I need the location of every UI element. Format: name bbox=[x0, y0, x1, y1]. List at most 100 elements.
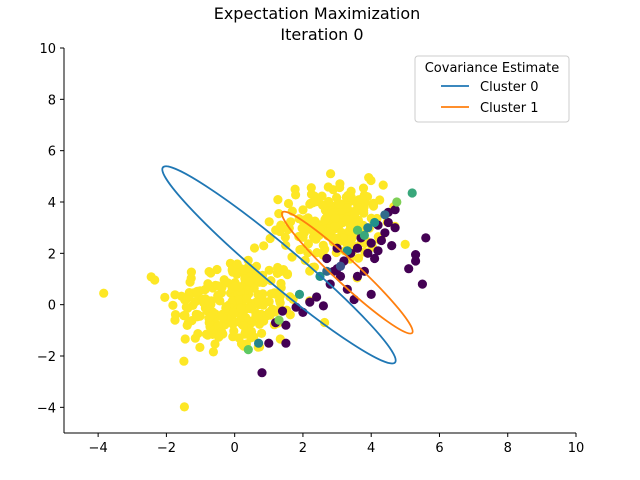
data-point-transition bbox=[392, 197, 402, 207]
data-point-transition bbox=[363, 223, 373, 233]
data-point-yellow bbox=[342, 203, 352, 213]
data-point-purple bbox=[417, 279, 427, 289]
data-point-yellow bbox=[320, 317, 330, 328]
legend-title: Covariance Estimate bbox=[425, 61, 560, 76]
data-point-yellow bbox=[179, 356, 189, 366]
data-point-yellow bbox=[218, 313, 228, 323]
data-point-yellow bbox=[245, 304, 255, 314]
data-point-yellow bbox=[291, 190, 301, 200]
data-point-yellow bbox=[318, 240, 328, 250]
data-point-purple bbox=[380, 228, 390, 238]
data-point-transition bbox=[352, 225, 363, 235]
data-point-yellow bbox=[335, 199, 345, 209]
y-tick-label: 4 bbox=[48, 196, 56, 211]
data-point-yellow bbox=[282, 270, 292, 280]
data-point-yellow bbox=[366, 175, 376, 186]
data-point-yellow bbox=[326, 169, 336, 179]
data-point-yellow bbox=[341, 215, 352, 225]
data-point-yellow bbox=[213, 281, 223, 291]
x-tick-label: 8 bbox=[504, 441, 512, 456]
data-point-purple bbox=[411, 250, 421, 260]
data-point-transition bbox=[380, 210, 390, 220]
data-point-yellow bbox=[311, 195, 321, 205]
data-point-yellow bbox=[280, 232, 290, 242]
data-point-yellow bbox=[346, 192, 356, 202]
y-tick-label: −4 bbox=[37, 401, 56, 416]
data-point-yellow bbox=[276, 222, 286, 232]
data-point-yellow bbox=[258, 277, 268, 288]
data-point-yellow bbox=[294, 231, 304, 242]
covariance-ellipse-cluster-0 bbox=[161, 165, 397, 365]
x-tick-label: 0 bbox=[231, 441, 239, 456]
data-point-yellow bbox=[185, 277, 195, 287]
data-point-yellow bbox=[205, 312, 215, 322]
data-point-yellow bbox=[274, 209, 284, 219]
data-point-purple bbox=[264, 338, 274, 348]
data-point-transition bbox=[407, 188, 417, 198]
y-tick-label: −2 bbox=[37, 350, 56, 365]
data-point-yellow bbox=[238, 321, 248, 331]
data-point-yellow bbox=[264, 217, 274, 227]
data-point-yellow bbox=[208, 347, 218, 357]
data-point-purple bbox=[352, 243, 363, 253]
data-point-yellow bbox=[335, 182, 345, 193]
data-point-yellow bbox=[249, 243, 260, 253]
data-point-purple bbox=[370, 253, 380, 264]
data-point-purple bbox=[312, 292, 322, 302]
chart-subtitle: Iteration 0 bbox=[280, 25, 363, 44]
data-point-yellow bbox=[305, 266, 315, 276]
data-point-purple bbox=[352, 271, 363, 281]
data-point-yellow bbox=[232, 259, 242, 269]
data-point-yellow bbox=[249, 332, 259, 342]
data-point-yellow bbox=[227, 265, 237, 275]
data-point-yellow bbox=[266, 289, 276, 299]
data-point-yellow bbox=[330, 213, 340, 223]
data-point-yellow bbox=[378, 180, 388, 190]
data-point-transition bbox=[294, 289, 305, 299]
y-tick-label: 2 bbox=[48, 247, 56, 262]
y-tick-label: 0 bbox=[48, 299, 56, 314]
data-point-transition bbox=[243, 345, 253, 355]
data-point-yellow bbox=[244, 277, 254, 287]
data-point-purple bbox=[390, 223, 400, 233]
y-tick-label: 6 bbox=[48, 145, 56, 160]
data-point-yellow bbox=[353, 253, 364, 263]
data-point-purple bbox=[376, 235, 386, 246]
data-point-purple bbox=[383, 217, 393, 228]
data-point-yellow bbox=[347, 234, 357, 244]
data-point-yellow bbox=[180, 334, 190, 344]
data-point-transition bbox=[254, 338, 264, 348]
data-point-purple bbox=[349, 294, 359, 305]
data-point-yellow bbox=[296, 244, 306, 255]
data-point-yellow bbox=[179, 402, 189, 412]
x-tick-label: −2 bbox=[157, 441, 176, 456]
data-point-yellow bbox=[303, 248, 313, 258]
data-point-purple bbox=[281, 338, 291, 348]
data-point-yellow bbox=[400, 239, 410, 249]
data-point-yellow bbox=[273, 195, 283, 205]
data-point-yellow bbox=[283, 198, 294, 209]
data-point-yellow bbox=[303, 239, 313, 249]
data-point-purple bbox=[366, 289, 376, 299]
data-point-yellow bbox=[300, 255, 310, 265]
data-point-purple bbox=[421, 233, 431, 243]
legend-label-cluster-0: Cluster 0 bbox=[480, 80, 539, 95]
data-point-purple bbox=[277, 306, 288, 316]
data-point-yellow bbox=[193, 329, 203, 339]
data-point-yellow bbox=[243, 255, 253, 265]
data-point-yellow bbox=[186, 267, 196, 277]
data-point-yellow bbox=[307, 225, 317, 235]
data-point-transition bbox=[359, 230, 369, 240]
y-ticks: −4 −2 0 2 4 6 8 10 bbox=[37, 42, 64, 416]
data-point-yellow bbox=[331, 233, 342, 244]
x-tick-label: 4 bbox=[367, 441, 375, 456]
y-tick-label: 10 bbox=[39, 42, 56, 57]
data-point-yellow bbox=[228, 319, 238, 329]
data-point-yellow bbox=[234, 294, 245, 304]
data-point-yellow bbox=[368, 201, 379, 211]
data-point-yellow bbox=[298, 205, 308, 215]
data-point-yellow bbox=[287, 252, 297, 262]
x-ticks: −4 −2 0 2 4 6 8 10 bbox=[89, 433, 584, 456]
data-point-yellow bbox=[192, 312, 202, 322]
